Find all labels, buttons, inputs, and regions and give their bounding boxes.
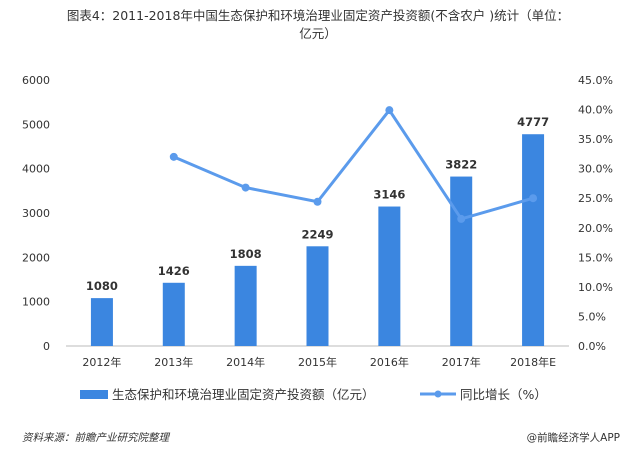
chart-title-line1: 图表4：2011-2018年中国生态保护和环境治理业固定资产投资额(不含农户 )… xyxy=(67,8,569,23)
left-tick-label: 4000 xyxy=(22,163,50,176)
x-tick-label: 2012年 xyxy=(82,355,121,369)
growth-point xyxy=(457,214,466,223)
bar xyxy=(306,246,329,346)
left-tick-label: 5000 xyxy=(22,118,50,131)
right-tick-label: 10.0% xyxy=(578,281,613,294)
growth-point xyxy=(169,152,178,161)
legend: 生态保护和环境治理业固定资产投资额（亿元） 同比增长（%） xyxy=(80,387,547,402)
right-tick-label: 15.0% xyxy=(578,251,613,264)
x-tick-label: 2017年 xyxy=(442,355,481,369)
x-tick-label: 2016年 xyxy=(370,355,409,369)
growth-point xyxy=(313,197,322,206)
left-tick-label: 0 xyxy=(43,340,50,353)
legend-line-label: 同比增长（%） xyxy=(460,387,547,402)
brand-label: @前瞻经济学人APP xyxy=(527,431,620,444)
bar-data-label: 1426 xyxy=(158,264,190,278)
left-tick-label: 2000 xyxy=(22,251,50,264)
bar-data-label: 2249 xyxy=(301,227,333,241)
x-tick-label: 2013年 xyxy=(154,355,193,369)
growth-point xyxy=(241,183,250,192)
bar-data-label: 1080 xyxy=(86,279,118,293)
right-tick-label: 25.0% xyxy=(578,192,613,205)
x-tick-label: 2015年 xyxy=(298,355,337,369)
x-tick-label: 2014年 xyxy=(226,355,265,369)
bar-data-label: 3146 xyxy=(373,188,405,202)
bar xyxy=(378,206,401,346)
right-tick-label: 40.0% xyxy=(578,104,613,117)
bar-data-label: 1808 xyxy=(230,247,262,261)
legend-line-marker xyxy=(434,390,442,398)
source-note: 资料来源：前瞻产业研究院整理 xyxy=(22,432,170,444)
right-tick-label: 45.0% xyxy=(578,74,613,87)
left-tick-label: 6000 xyxy=(22,74,50,87)
growth-point xyxy=(385,106,394,115)
right-tick-label: 20.0% xyxy=(578,222,613,235)
growth-point xyxy=(529,194,538,203)
right-tick-label: 30.0% xyxy=(578,163,613,176)
growth-line xyxy=(173,107,534,221)
right-tick-label: 35.0% xyxy=(578,133,613,146)
left-tick-label: 3000 xyxy=(22,207,50,220)
legend-bar-swatch xyxy=(80,390,108,399)
x-tick-label: 2018年E xyxy=(510,355,556,369)
right-tick-label: 5.0% xyxy=(578,310,606,323)
bar-data-label: 3822 xyxy=(445,158,477,172)
bar xyxy=(162,282,185,346)
chart-title-line2: 亿元） xyxy=(299,26,337,41)
legend-bar-label: 生态保护和环境治理业固定资产投资额（亿元） xyxy=(112,387,375,402)
bar xyxy=(234,265,257,346)
right-tick-label: 0.0% xyxy=(578,340,606,353)
bar-data-label: 4777 xyxy=(517,115,549,129)
bar xyxy=(90,298,113,346)
bar xyxy=(450,176,473,346)
left-tick-label: 1000 xyxy=(22,296,50,309)
bar xyxy=(522,134,545,346)
